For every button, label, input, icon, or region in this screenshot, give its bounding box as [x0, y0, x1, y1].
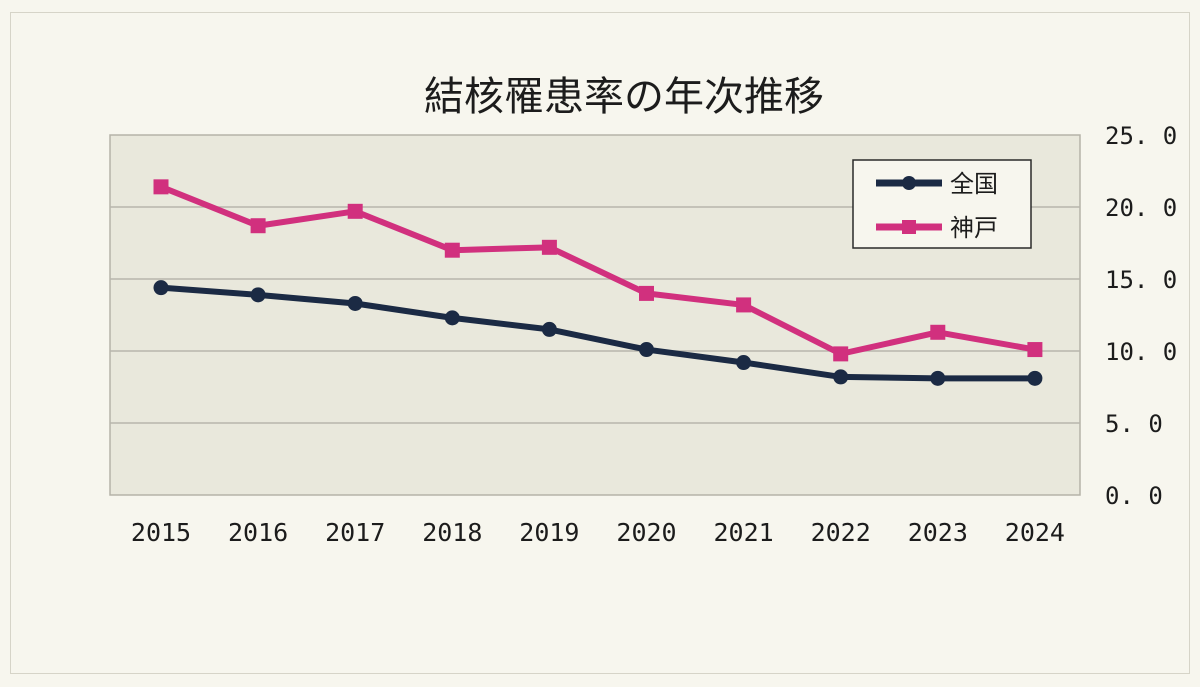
data-point-s0-2023 — [930, 370, 946, 386]
data-point-s1-2018 — [444, 242, 460, 258]
data-point-s1-2019 — [541, 239, 557, 255]
data-point-s0-2016 — [250, 287, 266, 303]
data-point-s0-2018 — [444, 310, 460, 326]
data-point-s1-2022 — [833, 346, 849, 362]
data-point-s0-2020 — [639, 342, 654, 358]
x-tick-label-2021: 2021 — [713, 518, 773, 547]
y-tick-label-1: 5. 0 — [1105, 410, 1163, 438]
y-tick-label-0: 0. 0 — [1105, 482, 1163, 510]
data-point-s1-2015 — [153, 179, 169, 195]
x-tick-label-2015: 2015 — [131, 518, 191, 547]
y-axis-tick-labels: 0. 0 5. 0 10. 0 15. 0 20. 0 25. 0 — [1105, 122, 1177, 510]
x-tick-label-2023: 2023 — [908, 518, 968, 547]
legend-marker-national — [902, 176, 916, 190]
legend-label-national: 全国 — [950, 170, 998, 198]
legend-label-kobe: 神戸 — [950, 214, 998, 242]
y-tick-label-2: 10. 0 — [1105, 338, 1177, 366]
data-point-s1-2017 — [347, 203, 363, 219]
legend-box — [852, 159, 1032, 249]
series-line-1 — [158, 183, 1038, 357]
y-tick-label-5: 25. 0 — [1105, 122, 1177, 150]
data-point-s1-2024 — [1027, 342, 1043, 358]
x-tick-label-2022: 2022 — [811, 518, 871, 547]
data-point-s1-2023 — [930, 324, 946, 340]
series-0 — [153, 280, 1043, 386]
chart-title: 結核罹患率の年次推移 — [424, 74, 824, 120]
data-point-s0-2019 — [541, 321, 557, 337]
x-tick-label-2020: 2020 — [616, 518, 676, 547]
chart-frame — [10, 12, 1190, 674]
series-line-0 — [158, 284, 1038, 382]
x-tick-label-2017: 2017 — [325, 518, 385, 547]
data-point-s1-2020 — [639, 285, 654, 301]
y-tick-label-4: 20. 0 — [1105, 194, 1177, 222]
legend: 全国 神戸 — [852, 159, 1032, 249]
data-point-s1-2021 — [736, 297, 752, 313]
series-layer — [153, 179, 1043, 386]
data-point-s0-2024 — [1027, 370, 1043, 386]
data-point-s0-2021 — [736, 355, 752, 371]
x-tick-label-2016: 2016 — [228, 518, 288, 547]
x-tick-label-2018: 2018 — [422, 518, 482, 547]
data-point-s1-2016 — [250, 218, 266, 234]
series-1 — [153, 179, 1043, 362]
legend-marker-kobe — [902, 220, 916, 234]
y-tick-label-3: 15. 0 — [1105, 266, 1177, 294]
data-point-s0-2022 — [833, 369, 849, 385]
x-tick-label-2024: 2024 — [1005, 518, 1065, 547]
x-tick-label-2019: 2019 — [519, 518, 579, 547]
data-point-s0-2017 — [347, 295, 363, 311]
x-axis-tick-labels: 2015 2016 2017 2018 2019 2020 2021 2022 2023 2024 — [131, 518, 1065, 547]
data-point-s0-2015 — [153, 280, 169, 296]
